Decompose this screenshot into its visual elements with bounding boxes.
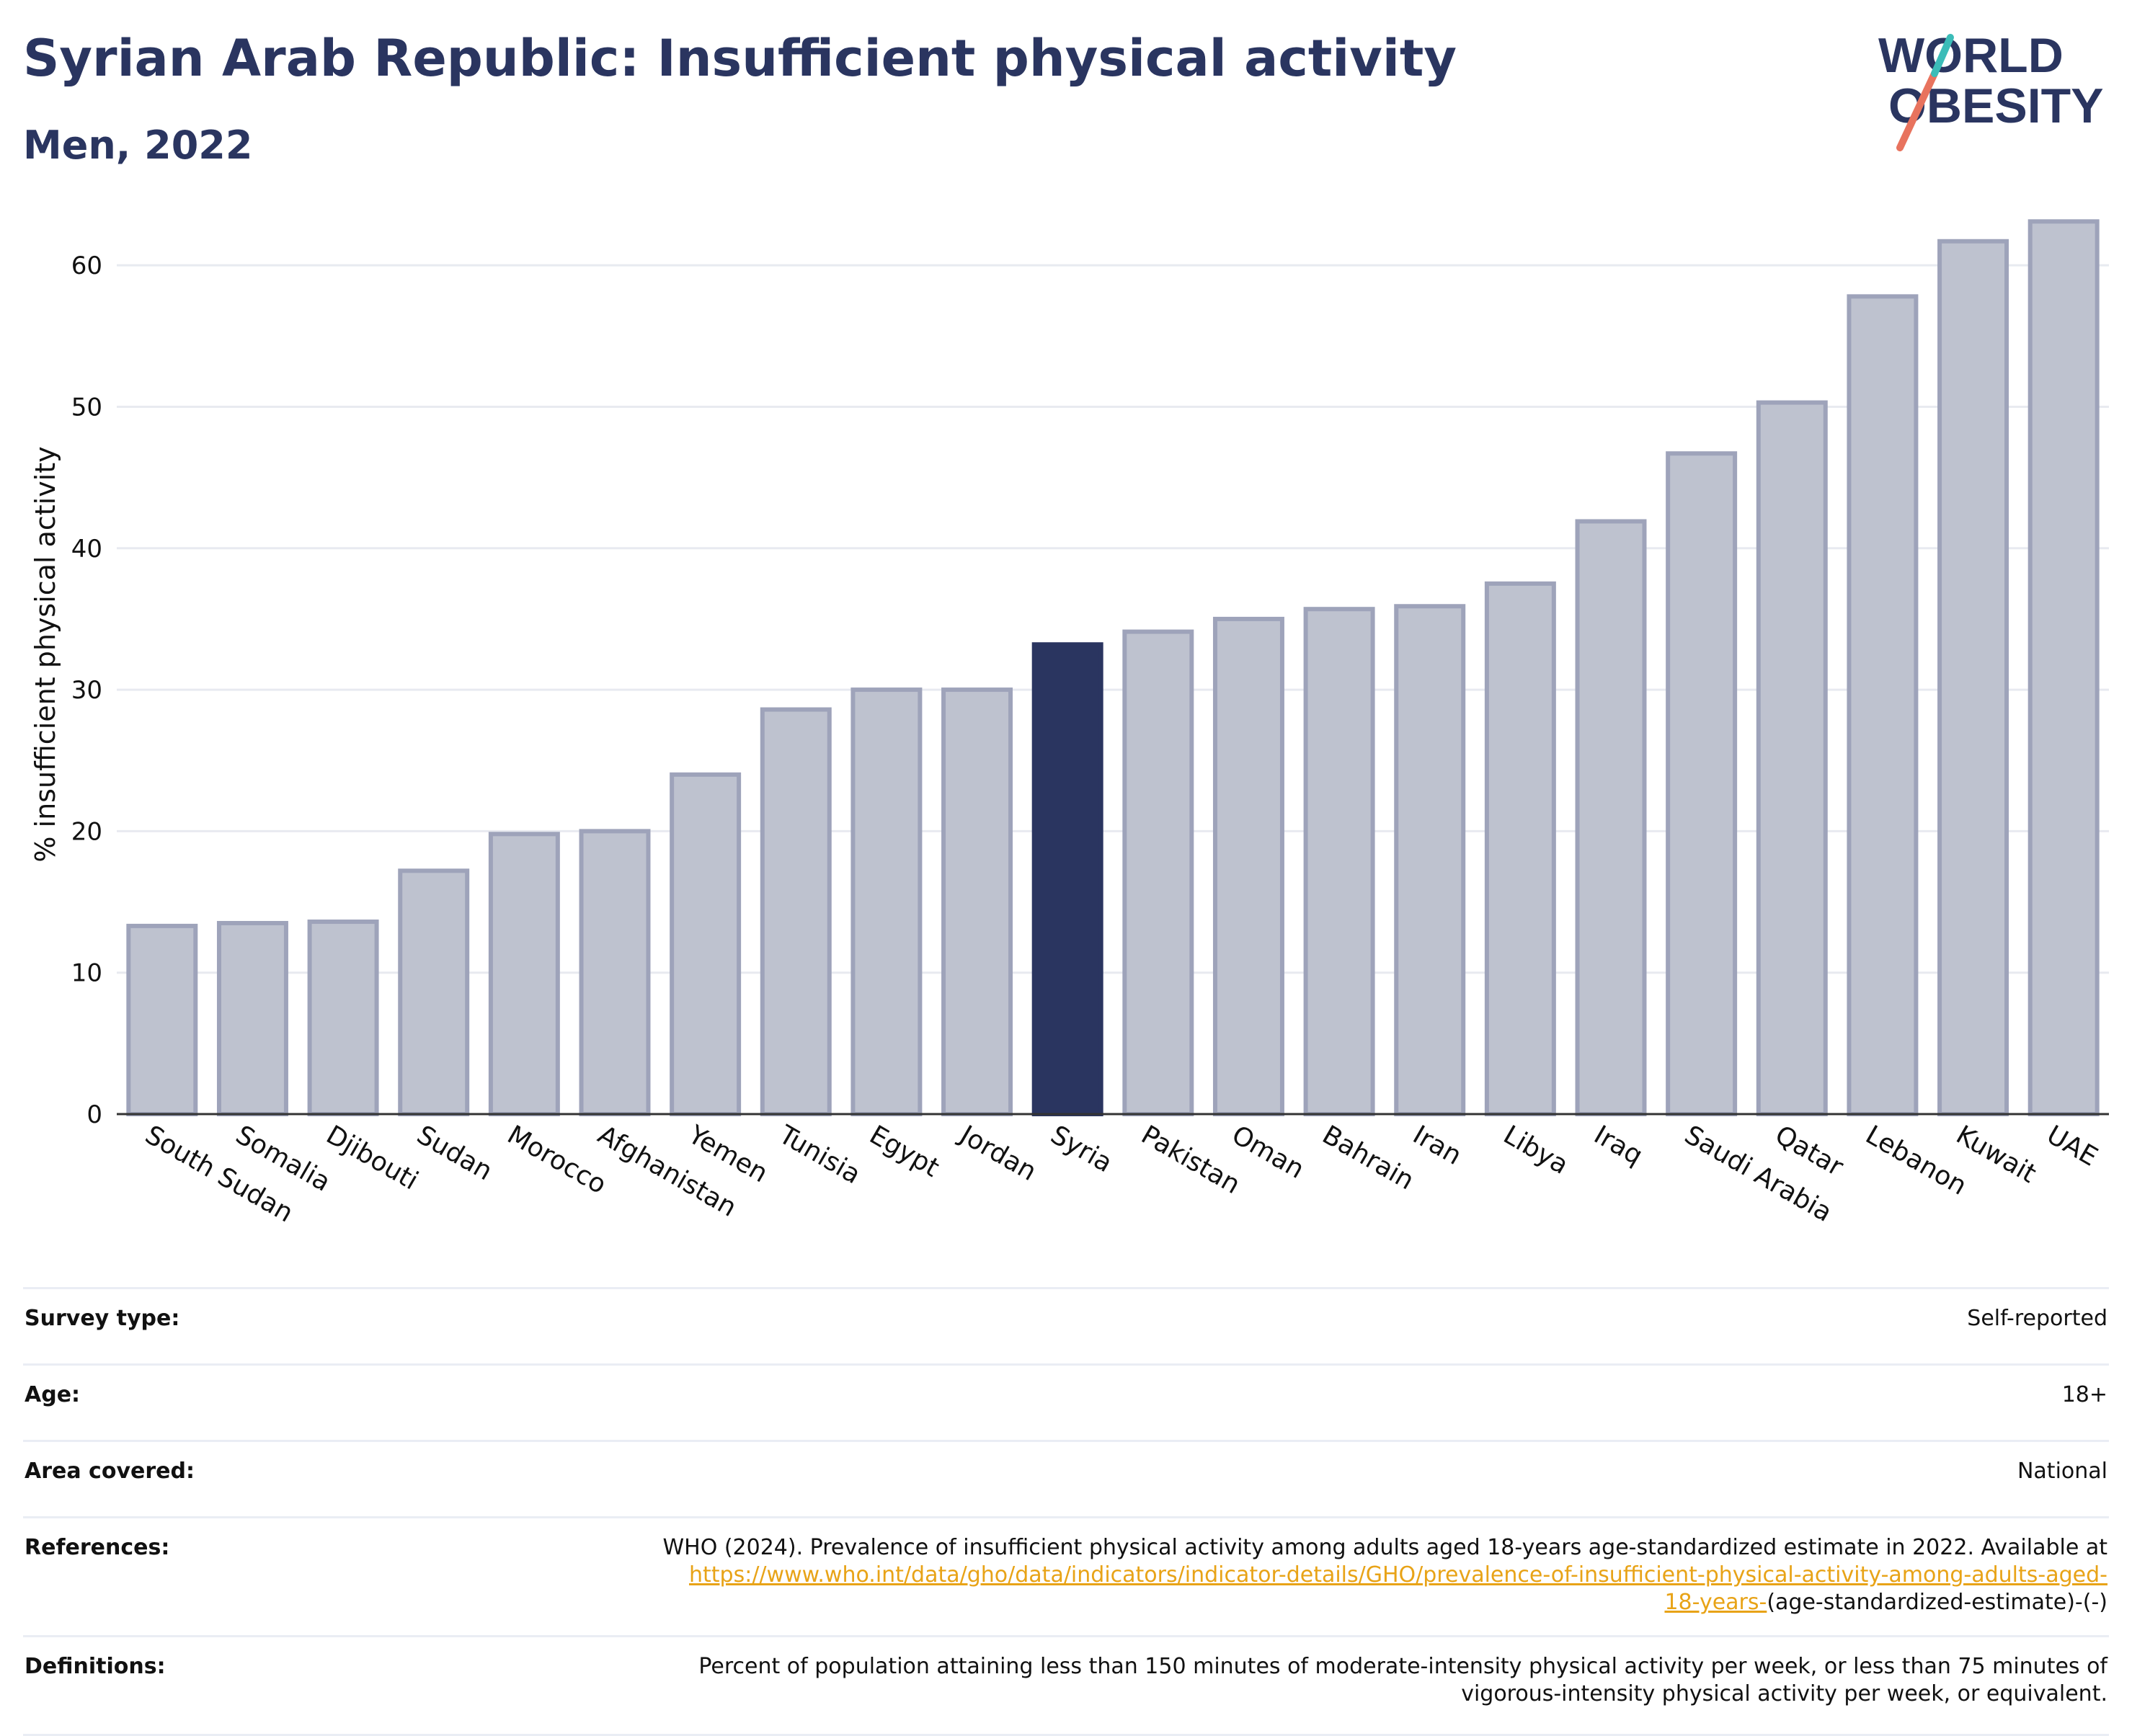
bar-syria[interactable] (1031, 642, 1103, 1116)
y-tick-label: 60 (71, 252, 102, 280)
bar-lebanon[interactable] (1847, 294, 1919, 1116)
bar-kuwait[interactable] (1937, 239, 2009, 1117)
bar-somalia[interactable] (216, 920, 288, 1116)
x-tick-label: Syria (1046, 1120, 1117, 1178)
bar-bahrain[interactable] (1303, 607, 1375, 1116)
definitions-row: Definitions: Percent of population attai… (23, 1635, 2109, 1736)
chart-title: Syrian Arab Republic: Insufficient physi… (23, 29, 1457, 88)
x-tick-label: Libya (1498, 1120, 1573, 1180)
y-tick-label: 10 (71, 959, 102, 988)
bar-egypt[interactable] (850, 687, 923, 1116)
survey-type-row: Survey type: Self-reported (23, 1287, 2109, 1365)
survey-type-value: Self-reported (401, 1287, 2109, 1365)
area-value: National (401, 1440, 2109, 1518)
y-tick-label: 50 (71, 393, 102, 422)
references-link-line2[interactable]: 18-years- (1664, 1590, 1767, 1615)
x-tick-label: Lebanon (1860, 1120, 1971, 1201)
y-tick-label: 30 (71, 676, 102, 705)
x-tick-label: Egypt (864, 1120, 943, 1183)
info-table: Survey type: Self-reported Age: 18+ Area… (23, 1287, 2109, 1736)
bar-yemen[interactable] (670, 772, 742, 1116)
bar-morocco[interactable] (488, 832, 560, 1117)
bar-south-sudan[interactable] (126, 923, 198, 1116)
bar-oman[interactable] (1212, 616, 1284, 1116)
y-tick-label: 40 (71, 535, 102, 564)
bar-jordan[interactable] (941, 687, 1013, 1116)
area-row: Area covered: National (23, 1440, 2109, 1518)
x-tick-label: UAE (2042, 1120, 2102, 1172)
x-tick-label: Iran (1408, 1120, 1466, 1171)
references-text: WHO (2024). Prevalence of insufficient p… (662, 1535, 2107, 1560)
references-row: References: WHO (2024). Prevalence of in… (23, 1516, 2109, 1637)
logo-line1: WORLD (1878, 28, 2064, 83)
definitions-line1: Percent of population attaining less tha… (698, 1654, 2107, 1679)
bar-uae[interactable] (2027, 219, 2100, 1116)
y-axis-label: % insufficient physical activity (30, 446, 61, 862)
logo-slash-coral (1896, 70, 1938, 151)
bar-iran[interactable] (1394, 604, 1466, 1116)
bar-chart: 0 10 20 30 40 50 60 South SudanSomaliaDjibouti… (30, 219, 2109, 1229)
definitions-value: Percent of population attaining less tha… (401, 1635, 2109, 1736)
x-tick-label: Bahrain (1318, 1120, 1419, 1196)
definitions-label: Definitions: (23, 1635, 401, 1736)
references-link-line1[interactable]: https://www.who.int/data/gho/data/indica… (689, 1562, 2107, 1588)
y-tick-label: 0 (86, 1100, 102, 1129)
x-tick-label: Tunisia (773, 1120, 866, 1190)
y-tick-label: 20 (71, 817, 102, 846)
references-link[interactable]: https://www.who.int/data/gho/data/indica… (689, 1562, 2107, 1615)
bar-iraq[interactable] (1575, 519, 1647, 1116)
age-value: 18+ (401, 1363, 2109, 1441)
survey-type-label: Survey type: (23, 1287, 401, 1365)
age-label: Age: (23, 1363, 401, 1441)
x-tick-label: Pakistan (1136, 1120, 1245, 1200)
bar-sudan[interactable] (398, 868, 470, 1116)
logo-slash-teal (1931, 34, 1954, 77)
area-label: Area covered: (23, 1440, 401, 1518)
references-suffix: (age-standardized-estimate)-(-) (1767, 1590, 2107, 1615)
x-tick-label: Sudan (412, 1120, 497, 1186)
bar-saudi-arabia[interactable] (1666, 451, 1738, 1116)
y-axis-ticks: 0 10 20 30 40 50 60 (71, 252, 102, 1129)
bar-pakistan[interactable] (1122, 629, 1194, 1116)
x-tick-label: Djibouti (321, 1120, 423, 1196)
bar-qatar[interactable] (1756, 400, 1828, 1116)
world-obesity-logo: WORLD OBESITY (1878, 28, 2104, 151)
age-row: Age: 18+ (23, 1363, 2109, 1441)
bar-afghanistan[interactable] (579, 829, 651, 1117)
bar-djibouti[interactable] (307, 920, 379, 1116)
bar-libya[interactable] (1484, 581, 1556, 1116)
bar-tunisia[interactable] (760, 707, 832, 1116)
definitions-line2: vigorous-intensity physical activity per… (1461, 1681, 2107, 1706)
x-tick-label: Jordan (954, 1119, 1041, 1187)
x-tick-label: Iraq (1589, 1120, 1648, 1171)
references-label: References: (23, 1516, 401, 1637)
bars (126, 219, 2100, 1117)
x-tick-label: Morocco (502, 1120, 611, 1200)
chart-subtitle: Men, 2022 (23, 123, 253, 168)
references-value: WHO (2024). Prevalence of insufficient p… (401, 1516, 2109, 1637)
